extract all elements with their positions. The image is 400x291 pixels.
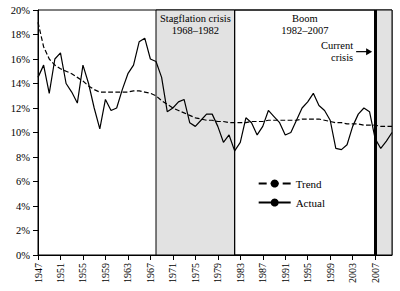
- svg-text:Stagflation crisis: Stagflation crisis: [160, 13, 231, 24]
- svg-text:1947: 1947: [33, 263, 44, 283]
- svg-text:1982–2007: 1982–2007: [281, 25, 328, 36]
- svg-text:1951: 1951: [55, 263, 66, 283]
- svg-text:4%: 4%: [16, 201, 30, 212]
- svg-text:1968–1982: 1968–1982: [172, 25, 219, 36]
- svg-text:1971: 1971: [167, 263, 178, 283]
- svg-text:6%: 6%: [16, 176, 30, 187]
- svg-text:1999: 1999: [325, 263, 336, 283]
- svg-text:1967: 1967: [145, 263, 156, 283]
- svg-text:1959: 1959: [100, 263, 111, 283]
- svg-text:20%: 20%: [11, 5, 31, 16]
- svg-text:Boom: Boom: [292, 13, 318, 24]
- svg-text:Trend: Trend: [296, 178, 322, 190]
- svg-text:1995: 1995: [302, 263, 313, 283]
- svg-text:14%: 14%: [11, 78, 31, 89]
- svg-text:1987: 1987: [257, 263, 268, 283]
- svg-text:2%: 2%: [16, 225, 30, 236]
- svg-text:1991: 1991: [280, 263, 291, 283]
- svg-text:16%: 16%: [11, 54, 31, 65]
- svg-text:0%: 0%: [16, 250, 30, 261]
- svg-text:12%: 12%: [11, 103, 31, 114]
- svg-text:2003: 2003: [347, 263, 358, 283]
- svg-text:8%: 8%: [16, 152, 30, 163]
- svg-text:Current: Current: [321, 40, 353, 51]
- svg-text:crisis: crisis: [331, 52, 353, 63]
- svg-text:1963: 1963: [122, 263, 133, 283]
- svg-text:18%: 18%: [11, 29, 31, 40]
- svg-text:1979: 1979: [212, 263, 223, 283]
- svg-text:10%: 10%: [11, 127, 31, 138]
- svg-text:1955: 1955: [77, 263, 88, 283]
- svg-text:1983: 1983: [235, 263, 246, 283]
- svg-text:1975: 1975: [190, 263, 201, 283]
- svg-text:2007: 2007: [370, 263, 381, 283]
- svg-text:Actual: Actual: [296, 197, 325, 209]
